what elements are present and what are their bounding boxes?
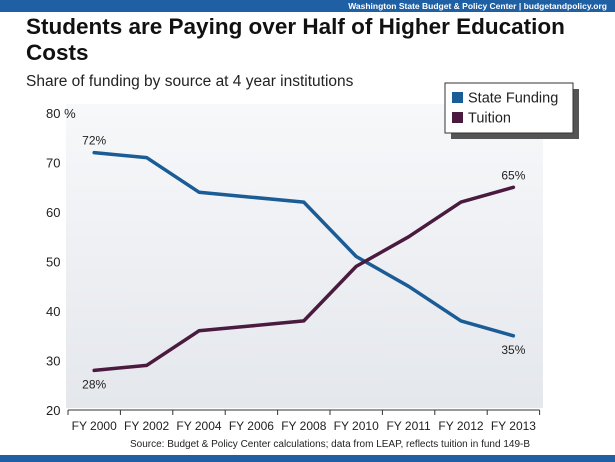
chart-title: Students are Paying over Half of Higher …: [26, 14, 565, 65]
bottom-bar: [0, 455, 615, 462]
legend: State Funding Tuition: [444, 82, 579, 139]
x-tick-label: FY 2010: [334, 419, 379, 433]
legend-label: Tuition: [468, 111, 511, 127]
x-tick-label: FY 2000: [72, 419, 117, 433]
plot-panel: [66, 104, 543, 408]
x-tick-label: FY 2013: [491, 419, 536, 433]
x-tick-label: FY 2004: [176, 419, 221, 433]
series-line-state-funding: [92, 150, 516, 338]
credit-text: Washington State Budget & Policy Center …: [348, 1, 607, 11]
legend-swatch: [452, 92, 463, 103]
data-label: 28%: [82, 377, 106, 391]
y-tick-label: 80 %: [46, 106, 76, 121]
series-lines: [92, 150, 516, 373]
x-tick-label: FY 2008: [281, 419, 326, 433]
series-line-tuition: [92, 185, 516, 373]
data-labels: 72% 35% 28% 65%: [82, 134, 526, 392]
legend-swatch: [452, 112, 463, 123]
y-tick-label: 40: [46, 304, 60, 319]
legend-label: State Funding: [468, 91, 558, 107]
x-tick-label: FY 2006: [229, 419, 274, 433]
source-note: Source: Budget & Policy Center calculati…: [130, 439, 530, 450]
data-label: 65%: [501, 168, 525, 182]
y-tick-label: 70: [46, 156, 60, 171]
x-tick-label: FY 2002: [124, 419, 169, 433]
y-tick-label: 30: [46, 354, 60, 369]
credit-bar: Washington State Budget & Policy Center …: [0, 0, 615, 12]
data-label: 72%: [82, 134, 106, 148]
y-tick-label: 20: [46, 403, 60, 418]
x-tick-label: FY 2011: [386, 419, 431, 433]
chart-subtitle: Share of funding by source at 4 year ins…: [26, 73, 354, 90]
axes: FY 2000 FY 2002 FY 2004 FY 2006 FY 2008 FY 20…: [46, 106, 541, 433]
x-tick-label: FY 2012: [438, 419, 483, 433]
legend-box: [444, 82, 574, 134]
data-label: 35%: [501, 343, 525, 357]
y-tick-label: 60: [46, 205, 60, 220]
y-tick-label: 50: [46, 255, 60, 270]
